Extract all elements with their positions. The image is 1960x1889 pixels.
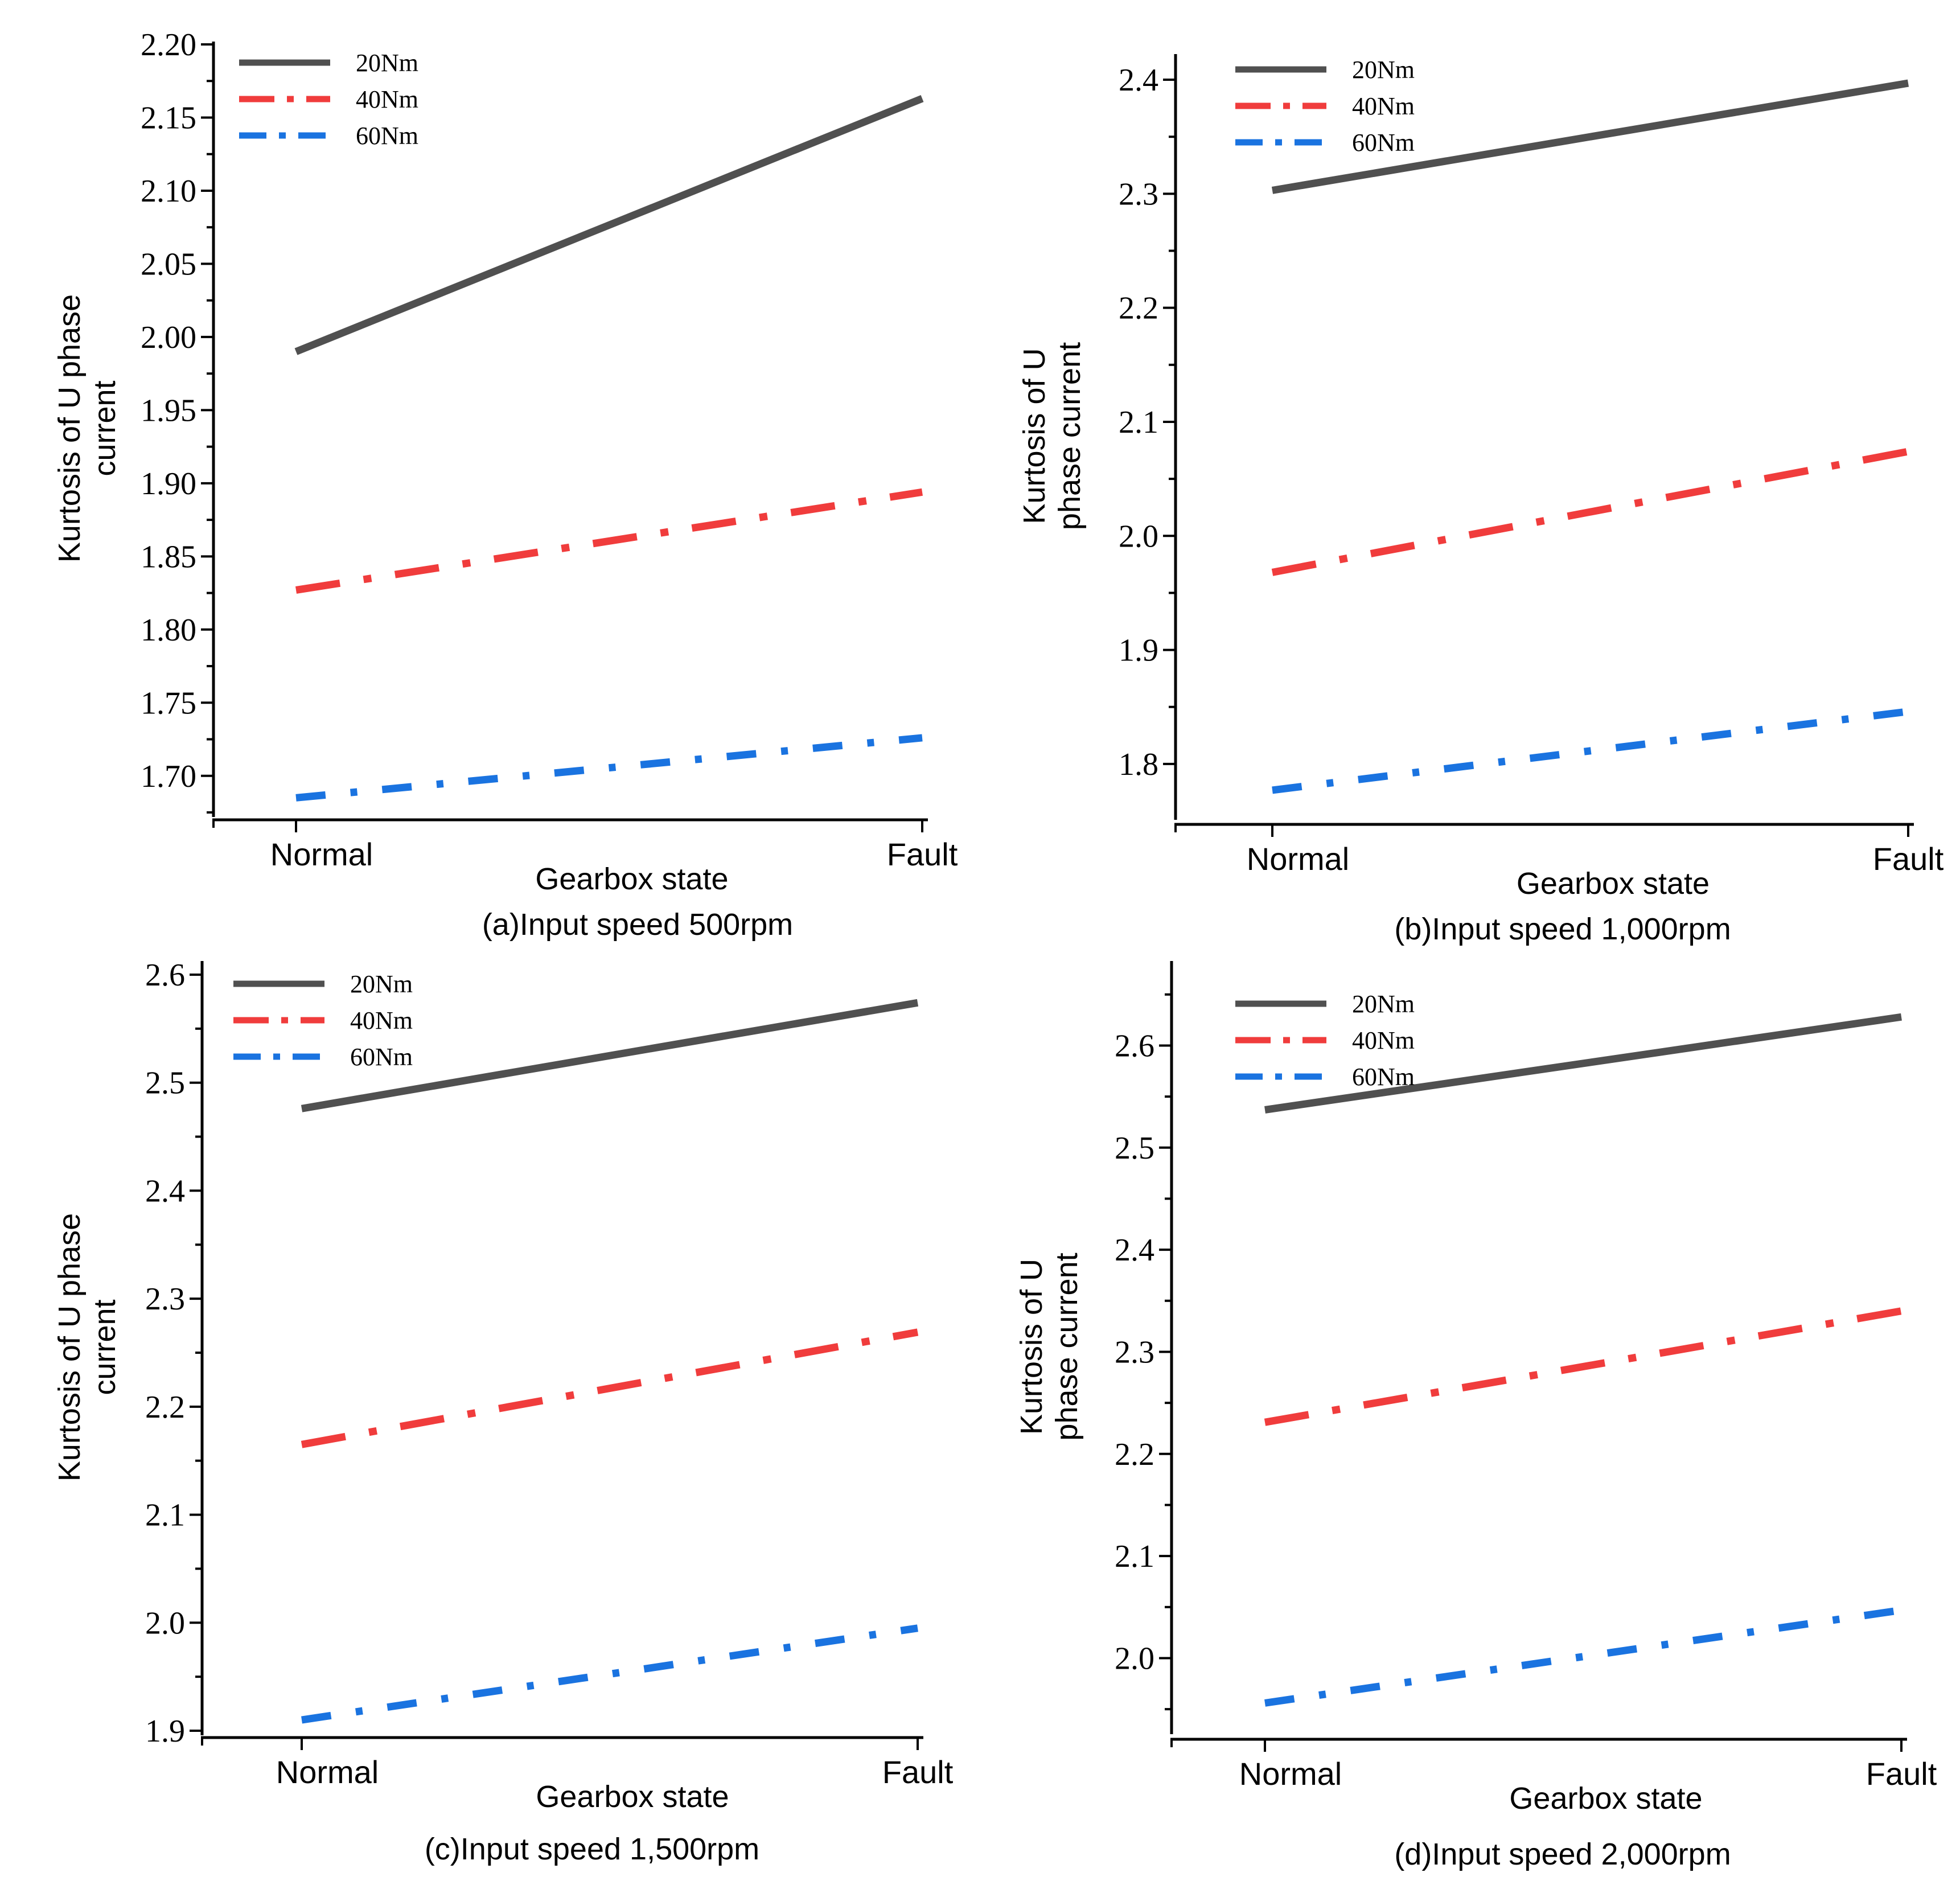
y-tick-label: 2.4 <box>145 1173 185 1209</box>
x-category-label: Normal <box>270 836 373 872</box>
x-axis-title: Gearbox state <box>535 862 728 896</box>
series-line-60nm <box>295 734 923 802</box>
y-axis-title: Kurtosis of Uphase current <box>1014 1253 1084 1440</box>
series-line-40nm <box>1264 1307 1903 1426</box>
y-tick-label: 2.2 <box>1115 1437 1154 1472</box>
figure-caption: (b)Input speed 1,000rpm <box>1394 912 1731 946</box>
chart-panel-2: 1.8 1.9 2.0 2.1 2.2 2.3 2.4 Normal Fault Gearbox … <box>1017 54 1944 946</box>
y-axis-title-line: current <box>88 380 122 476</box>
chart-panel-3: 1.9 2.0 2.1 2.2 2.3 2.4 2.5 2.6 Normal Fault Gearb… <box>52 958 954 1866</box>
y-tick-label: 2.3 <box>1115 1334 1154 1370</box>
y-tick-label: 2.3 <box>145 1282 185 1317</box>
y-axis-title-line: Kurtosis of U <box>1014 1259 1049 1435</box>
y-tick-label: 2.05 <box>141 247 196 282</box>
y-tick-label: 2.3 <box>1119 176 1158 212</box>
legend-label-20nm: 20Nm <box>350 970 413 998</box>
x-category-label: Fault <box>1866 1756 1937 1792</box>
y-tick-label: 2.0 <box>1115 1641 1154 1676</box>
legend-label-40nm: 40Nm <box>1352 1026 1415 1054</box>
x-axis-title: Gearbox state <box>1509 1781 1702 1816</box>
x-category-label: Fault <box>882 1754 954 1790</box>
y-tick-label: 1.80 <box>141 613 196 648</box>
series-line-60nm <box>1264 1606 1902 1707</box>
chart-panel-1: 1.70 1.75 1.80 1.85 1.90 1.95 2.00 2.05 2.10 2.15… <box>52 27 958 942</box>
x-category-label: Fault <box>887 836 958 872</box>
x-axis-title: Gearbox state <box>1517 867 1710 901</box>
y-tick-label: 2.0 <box>145 1605 185 1641</box>
series-line-20nm <box>1264 1013 1902 1114</box>
series-line-20nm <box>294 95 924 355</box>
y-tick-label: 2.2 <box>145 1390 185 1425</box>
legend-label-20nm: 20Nm <box>1352 56 1415 84</box>
legend-label-40nm: 40Nm <box>1352 92 1415 120</box>
x-category-label: Normal <box>1239 1756 1342 1792</box>
y-tick-label: 2.10 <box>141 174 196 209</box>
y-axis-title-line: phase current <box>1053 342 1087 530</box>
y-axis-title-line: Kurtosis of U phase <box>52 294 87 562</box>
y-tick-label: 2.6 <box>145 958 185 993</box>
y-tick-label: 1.95 <box>141 393 196 428</box>
y-tick-label: 1.70 <box>141 759 196 794</box>
y-tick-label: 1.75 <box>141 685 196 721</box>
y-axis-title-line: current <box>88 1299 122 1395</box>
x-category-label: Normal <box>276 1754 379 1790</box>
x-category-label: Normal <box>1247 841 1349 877</box>
y-tick-label: 2.5 <box>1115 1131 1154 1166</box>
legend-label-60nm: 60Nm <box>1352 129 1415 157</box>
y-tick-label: 2.5 <box>145 1066 185 1101</box>
y-tick-label: 2.00 <box>141 320 196 355</box>
y-axis-title: Kurtosis of Uphase current <box>1017 342 1087 530</box>
y-tick-label: 1.8 <box>1119 747 1158 782</box>
y-tick-label: 1.85 <box>141 539 196 574</box>
y-tick-label: 1.9 <box>145 1714 185 1749</box>
series-line-40nm <box>301 1328 919 1448</box>
legend-label-40nm: 40Nm <box>350 1007 413 1034</box>
legend-label-60nm: 60Nm <box>350 1043 413 1071</box>
y-axis-title: Kurtosis of U phasecurrent <box>52 294 122 562</box>
y-axis-title: Kurtosis of U phasecurrent <box>52 1213 122 1481</box>
x-axis-title: Gearbox state <box>536 1780 729 1814</box>
series-line-40nm <box>295 488 923 594</box>
y-tick-label: 2.1 <box>1119 405 1158 440</box>
y-tick-label: 2.4 <box>1119 63 1158 98</box>
x-category-label: Fault <box>1873 841 1944 877</box>
legend-label-20nm: 20Nm <box>1352 990 1415 1018</box>
figure-caption: (c)Input speed 1,500rpm <box>425 1832 759 1866</box>
legend-label-60nm: 60Nm <box>356 122 418 150</box>
legend-label-60nm: 60Nm <box>1352 1063 1415 1091</box>
y-tick-label: 2.6 <box>1115 1028 1154 1063</box>
y-tick-label: 2.1 <box>1115 1539 1154 1574</box>
y-tick-label: 2.20 <box>141 27 196 63</box>
chart-panel-4: 2.0 2.1 2.2 2.3 2.4 2.5 2.6 Normal Fault Gearbox … <box>1014 961 1937 1871</box>
y-axis-title-line: Kurtosis of U <box>1017 348 1051 524</box>
y-axis-title-line: phase current <box>1050 1253 1084 1440</box>
y-tick-label: 2.15 <box>141 100 196 135</box>
y-tick-label: 2.1 <box>145 1498 185 1533</box>
series-line-20nm <box>1271 79 1909 194</box>
y-tick-label: 2.2 <box>1119 291 1158 326</box>
series-line-20nm <box>301 999 919 1112</box>
series-line-60nm <box>301 1624 918 1724</box>
y-tick-label: 2.0 <box>1119 519 1158 554</box>
y-axis-title-line: Kurtosis of U phase <box>52 1213 87 1481</box>
figure-caption: (a)Input speed 500rpm <box>482 907 793 942</box>
legend-label-20nm: 20Nm <box>356 49 418 77</box>
legend-label-40nm: 40Nm <box>356 85 418 113</box>
y-tick-label: 2.4 <box>1115 1233 1154 1268</box>
y-tick-label: 1.90 <box>141 466 196 502</box>
y-tick-label: 1.9 <box>1119 633 1158 668</box>
series-line-60nm <box>1272 708 1909 794</box>
figure-caption: (d)Input speed 2,000rpm <box>1394 1837 1731 1871</box>
series-line-40nm <box>1271 447 1909 576</box>
